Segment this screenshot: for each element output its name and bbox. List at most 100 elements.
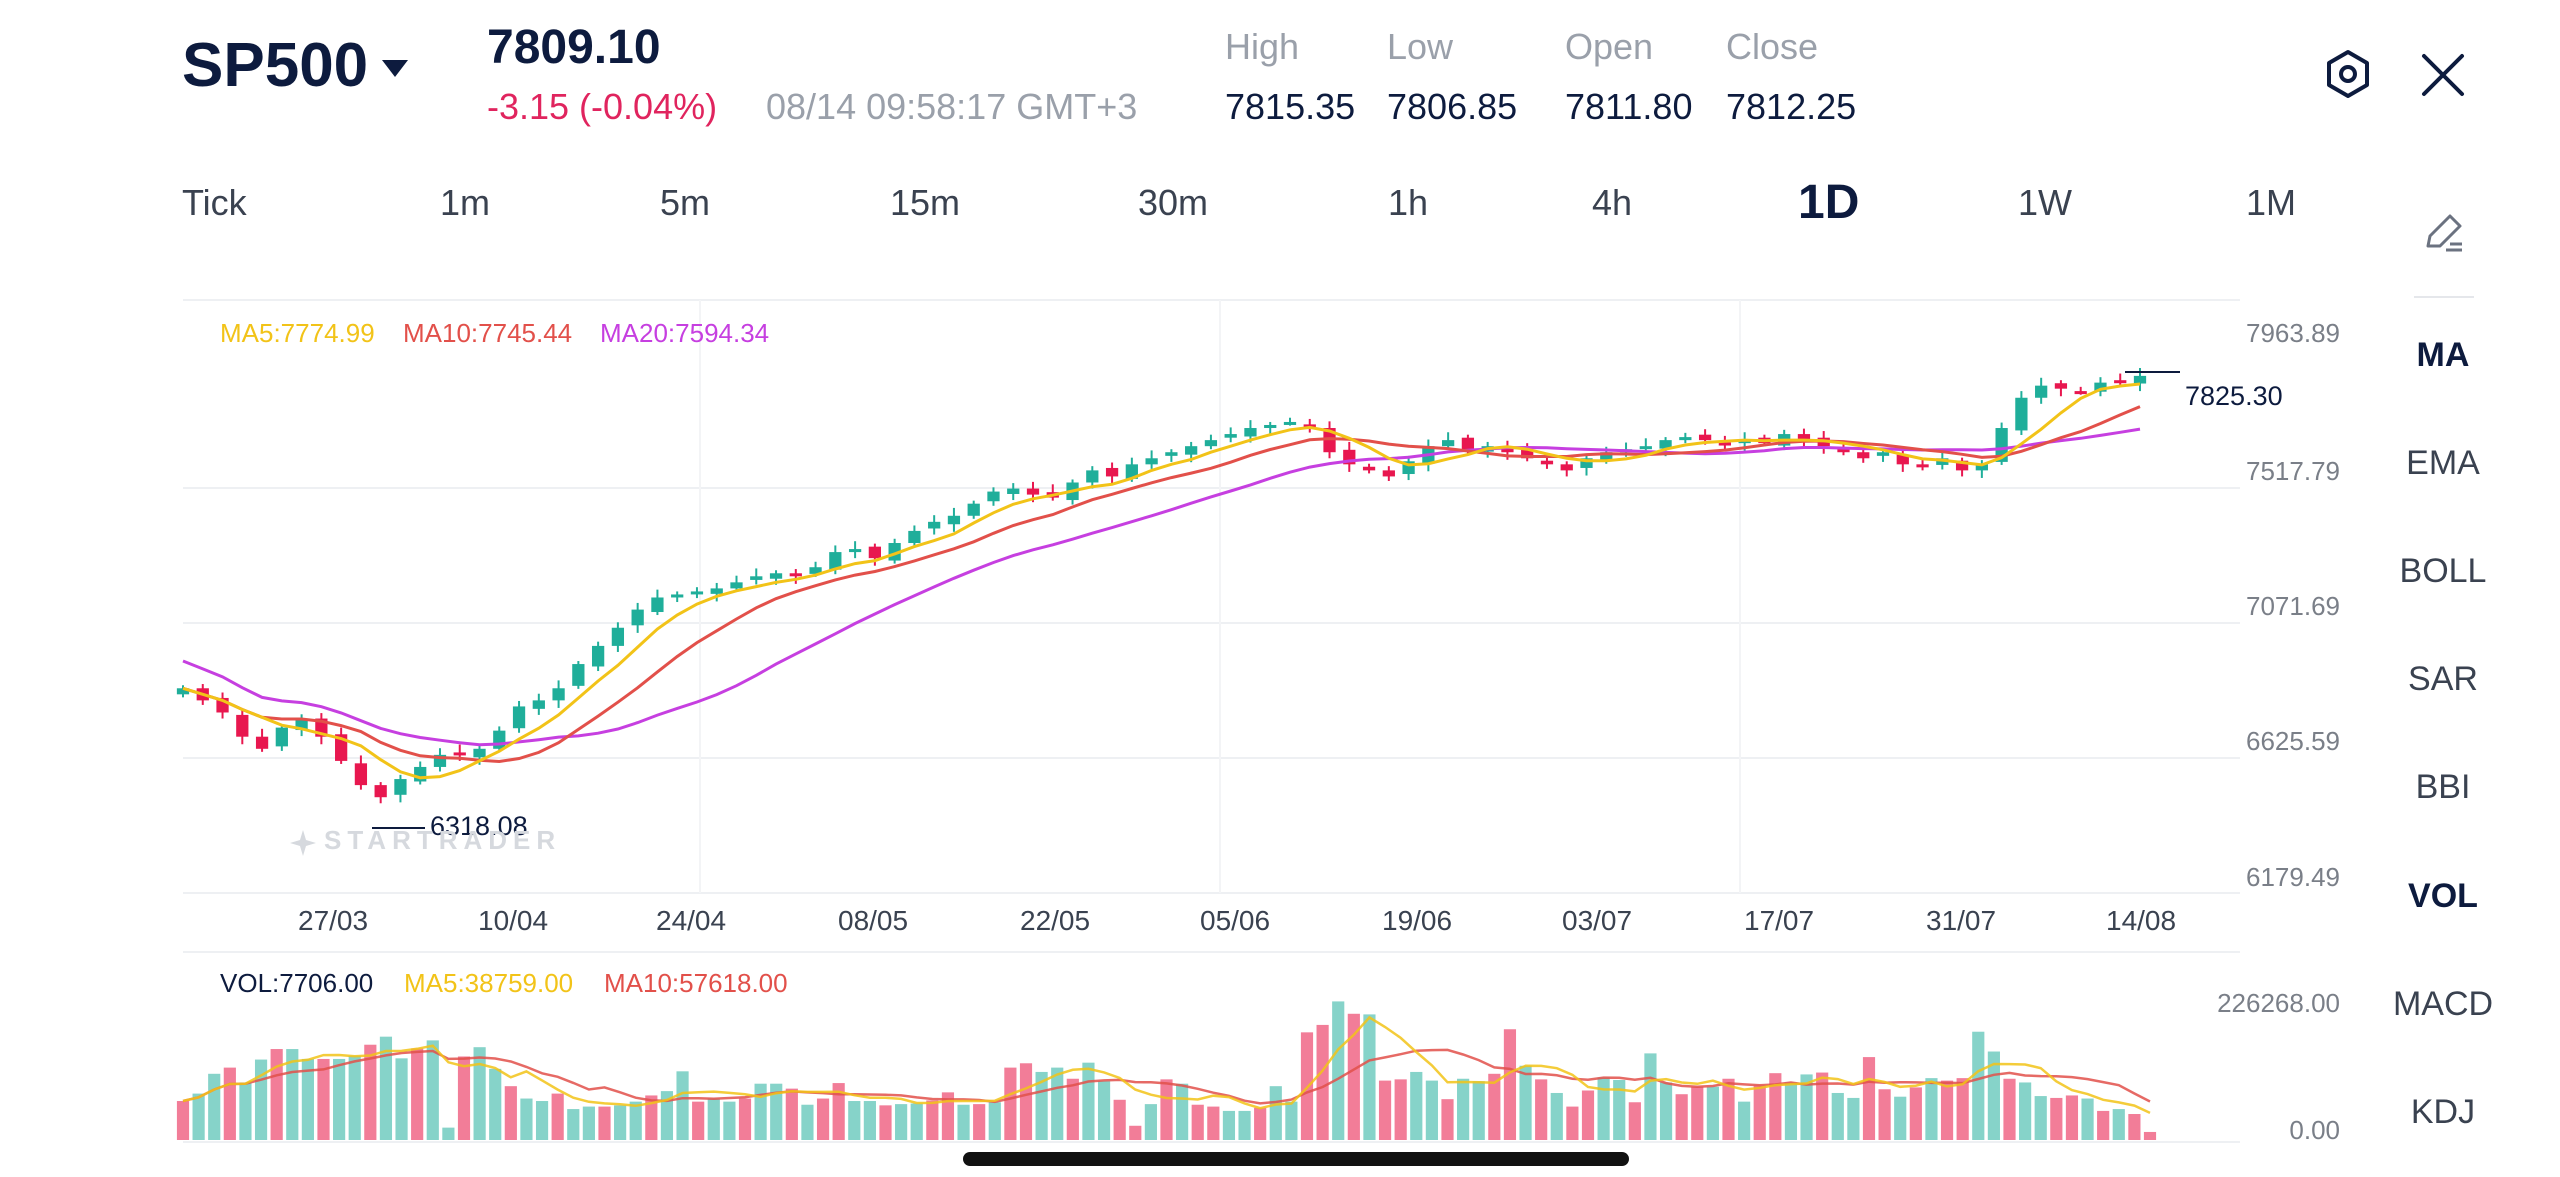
volume-bar xyxy=(1769,1073,1782,1140)
volume-bar xyxy=(1800,1074,1813,1140)
volume-bar xyxy=(1144,1104,1157,1140)
candle-body xyxy=(671,594,684,598)
volume-bar xyxy=(1066,1078,1079,1140)
candle-body xyxy=(1975,464,1988,471)
candle-body xyxy=(2114,380,2127,384)
volume-bar xyxy=(614,1105,627,1140)
candle-body xyxy=(295,718,308,731)
volume-bar xyxy=(2112,1109,2125,1140)
volume-bar xyxy=(598,1106,611,1140)
volume-bar xyxy=(1472,1081,1485,1140)
legend-vol: VOL:7706.00 xyxy=(220,968,374,998)
indicator-boll[interactable]: BOLL xyxy=(2399,552,2487,590)
volume-bar xyxy=(1191,1104,1204,1140)
candle-body xyxy=(1224,434,1237,438)
volume-bar xyxy=(629,1101,642,1140)
volume-bar xyxy=(1519,1065,1532,1140)
candle-body xyxy=(354,763,368,786)
volume-bar xyxy=(2050,1097,2063,1140)
volume-bar xyxy=(1207,1106,1220,1140)
candle-body xyxy=(1283,421,1297,425)
dropdown-caret-icon xyxy=(382,60,409,77)
volume-bar xyxy=(2003,1078,2016,1140)
timeframe-1m[interactable]: 1m xyxy=(440,182,491,223)
candle-body xyxy=(651,597,664,613)
symbol-selector[interactable]: SP500 xyxy=(182,30,409,101)
legend-vol-ma10: MA10:57618.00 xyxy=(604,968,788,998)
volume-bar xyxy=(2128,1114,2141,1140)
volume-bar xyxy=(1019,1063,1033,1140)
indicator-ema[interactable]: EMA xyxy=(2406,444,2480,482)
stat-low-label: Low xyxy=(1387,26,1454,67)
candle-body xyxy=(1323,428,1336,453)
volume-bar xyxy=(520,1098,533,1140)
indicator-macd[interactable]: MACD xyxy=(2392,985,2494,1023)
volume-bar xyxy=(1940,1080,1954,1140)
candle-body xyxy=(453,752,466,756)
volume-ma5-line xyxy=(182,1015,2151,1115)
volume-bar xyxy=(1784,1082,1798,1140)
candle-body xyxy=(1204,440,1218,447)
timeframe-15m[interactable]: 15m xyxy=(890,182,961,223)
timeframe-tick[interactable]: Tick xyxy=(182,182,247,223)
volume-bar xyxy=(1597,1077,1610,1140)
timeframe-1m-month[interactable]: 1M xyxy=(2246,182,2297,223)
settings-icon[interactable] xyxy=(2322,48,2374,100)
volume-bar xyxy=(348,1055,361,1140)
volume-bar xyxy=(1847,1097,1860,1140)
candle-body xyxy=(690,591,704,595)
candle-body xyxy=(1698,434,1712,441)
timeframe-5m[interactable]: 5m xyxy=(660,182,711,223)
indicator-vol[interactable]: VOL xyxy=(2408,877,2478,915)
timeframe-1h[interactable]: 1h xyxy=(1388,182,1429,223)
volume-bar xyxy=(1628,1102,1641,1140)
indicator-bbi[interactable]: BBI xyxy=(2415,768,2471,806)
volume-bar xyxy=(1503,1029,1517,1140)
volume-bar xyxy=(2143,1131,2157,1140)
volume-bar xyxy=(1613,1079,1626,1140)
timeframe-1w[interactable]: 1W xyxy=(2018,182,2072,223)
timeframe-1d[interactable]: 1D xyxy=(1798,176,1860,229)
volume-bar xyxy=(1035,1071,1048,1140)
volume-bar xyxy=(692,1101,705,1140)
candle-body xyxy=(789,573,802,577)
timeframe-30m[interactable]: 30m xyxy=(1138,182,1209,223)
close-icon[interactable] xyxy=(2420,52,2466,98)
candle-body xyxy=(769,573,783,579)
price-axis-tick: 6625.59 xyxy=(2246,726,2340,756)
volume-bar xyxy=(1816,1072,1829,1140)
date-tick: 24/04 xyxy=(656,905,727,936)
current-price: 7809.10 xyxy=(487,21,661,74)
legend-ma5: MA5:7774.99 xyxy=(220,318,375,348)
volume-bar xyxy=(567,1109,580,1140)
volume-bar xyxy=(1909,1087,1922,1140)
volume-bar xyxy=(1004,1067,1017,1140)
indicator-sar[interactable]: SAR xyxy=(2408,660,2478,698)
timeframe-4h[interactable]: 4h xyxy=(1592,182,1633,223)
candle-body xyxy=(868,546,881,559)
candle-body xyxy=(1244,428,1257,437)
volume-bar xyxy=(926,1100,939,1140)
candle-body xyxy=(2054,383,2068,389)
volume-bar xyxy=(1097,1081,1111,1140)
volume-bar xyxy=(535,1101,549,1140)
volume-bar xyxy=(1644,1053,1657,1140)
candle-body xyxy=(473,748,486,758)
indicator-kdj[interactable]: KDJ xyxy=(2410,1093,2476,1131)
price-change: -3.15 (-0.04%) xyxy=(487,86,718,127)
volume-bar xyxy=(489,1068,502,1140)
volume-bar xyxy=(582,1106,595,1140)
candle-body xyxy=(1125,464,1138,479)
draw-pencil-icon[interactable] xyxy=(2420,210,2466,256)
volume-bar xyxy=(1332,1001,1345,1140)
volume-bar xyxy=(1363,1014,1376,1140)
candle-body xyxy=(1659,440,1672,449)
volume-bar xyxy=(1082,1062,1095,1140)
volume-bar xyxy=(1113,1099,1126,1140)
candle-body xyxy=(848,549,862,553)
volume-bar xyxy=(1238,1110,1251,1140)
indicator-ma[interactable]: MA xyxy=(2416,336,2470,374)
ma20-line xyxy=(182,427,2141,747)
date-tick: 31/07 xyxy=(1926,905,1997,936)
